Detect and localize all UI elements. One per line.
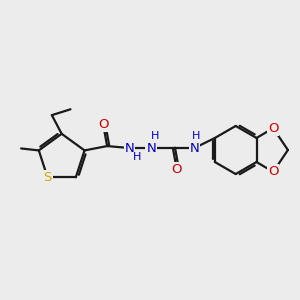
- Text: H: H: [192, 131, 201, 141]
- Text: H: H: [133, 152, 141, 162]
- Text: N: N: [125, 142, 135, 154]
- Text: O: O: [268, 122, 278, 135]
- Text: O: O: [98, 118, 108, 131]
- Text: O: O: [172, 163, 182, 176]
- Text: S: S: [43, 171, 52, 184]
- Text: H: H: [151, 131, 159, 141]
- Text: N: N: [146, 142, 156, 154]
- Text: O: O: [268, 165, 278, 178]
- Text: N: N: [190, 142, 199, 154]
